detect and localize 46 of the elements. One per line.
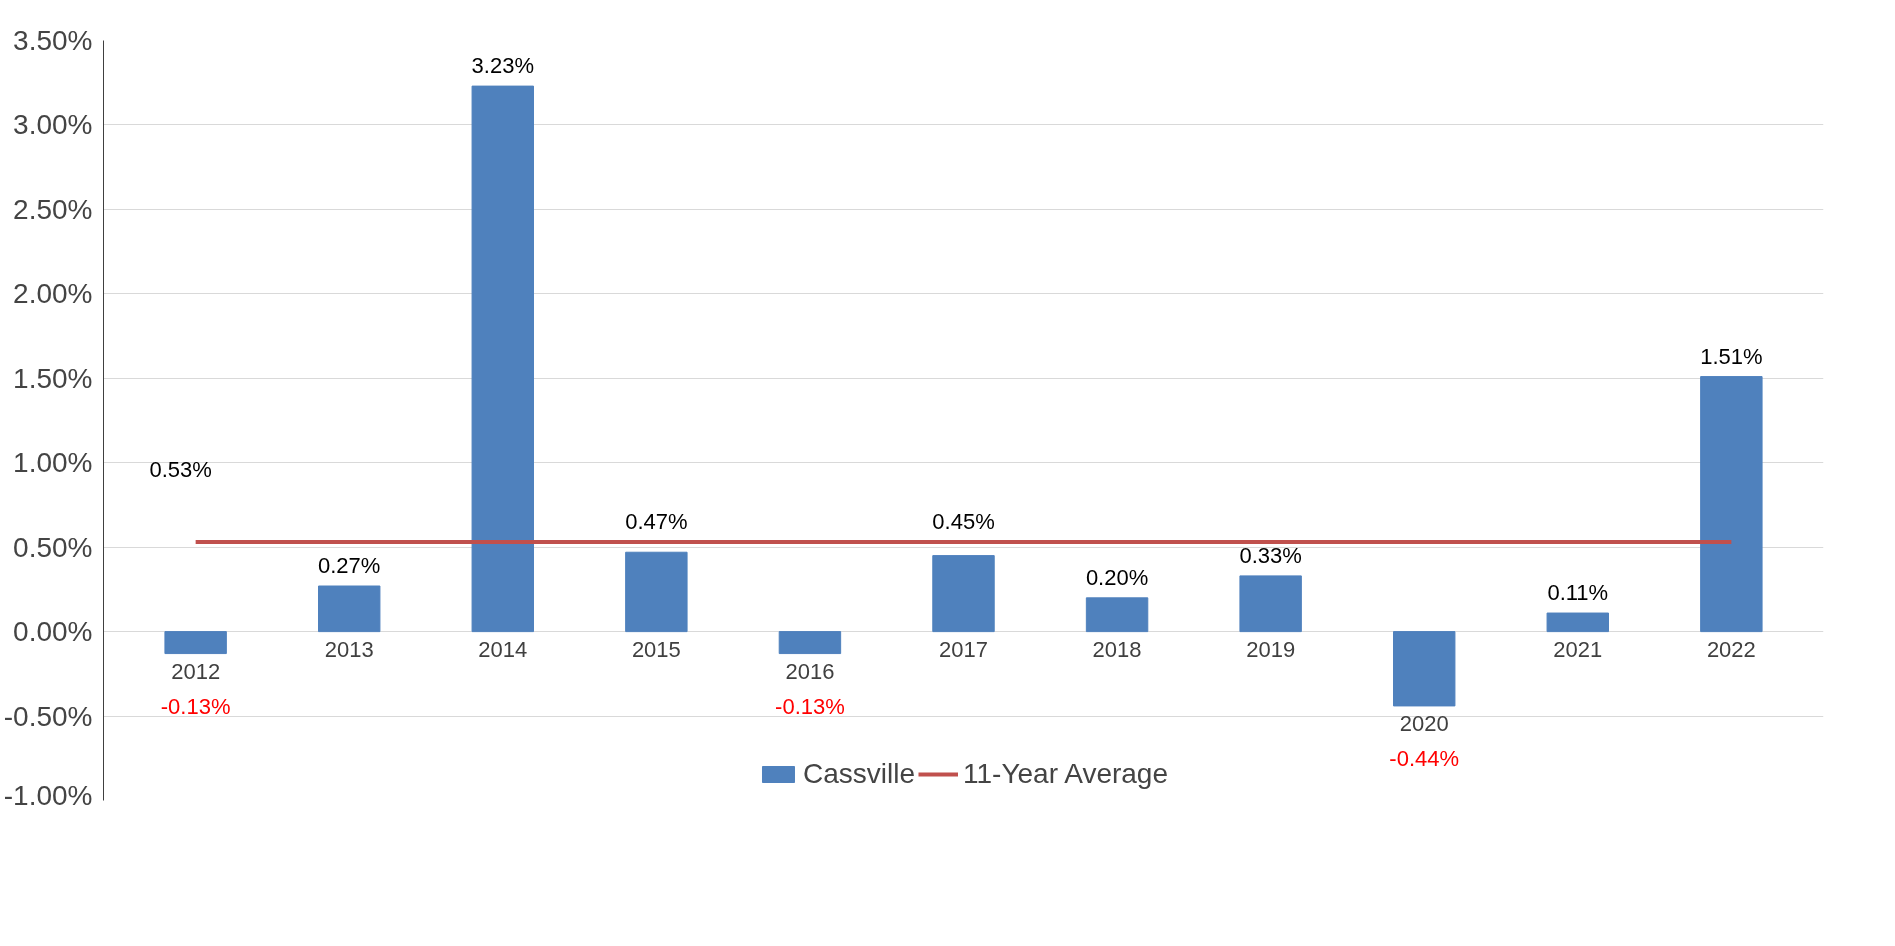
legend-label: Cassville [802, 758, 916, 790]
bar [1239, 575, 1302, 633]
y-tick-label: 0.00% [13, 616, 93, 648]
bar [1393, 631, 1456, 707]
data-label: 0.33% [1239, 542, 1302, 568]
bar [778, 631, 842, 655]
data-label: -0.13% [160, 693, 231, 719]
bar [1085, 597, 1149, 633]
y-tick-label: 0.50% [13, 531, 93, 563]
x-tick-label: 2019 [1246, 636, 1296, 662]
x-tick-label: 2013 [324, 636, 374, 662]
data-label: 0.11% [1547, 580, 1609, 606]
data-label: 0.27% [318, 553, 381, 579]
bar [1700, 376, 1763, 633]
y-tick-label: 2.50% [13, 193, 93, 225]
x-tick-label: 2022 [1706, 636, 1756, 662]
bar [1546, 612, 1609, 633]
x-tick-label: 2014 [478, 636, 528, 662]
y-tick-label: -0.50% [3, 700, 93, 732]
data-label: 0.53% [149, 457, 212, 483]
y-tick-label: 3.00% [13, 109, 93, 141]
bar [625, 551, 688, 633]
data-label: 0.20% [1085, 564, 1149, 590]
x-tick-label: 2018 [1092, 636, 1142, 662]
y-tick-label: 1.50% [13, 362, 93, 394]
x-tick-label: 2020 [1399, 710, 1449, 736]
data-label: 3.23% [471, 53, 534, 79]
x-tick-label: 2012 [171, 658, 221, 684]
y-tick-label: 1.00% [13, 447, 93, 479]
data-label: 0.45% [932, 509, 995, 535]
data-label: -0.44% [1389, 745, 1460, 771]
y-tick-label: -1.00% [3, 779, 93, 811]
bar [932, 555, 995, 633]
legend-label: 11-Year Average [963, 758, 1169, 790]
bar [318, 585, 381, 633]
x-tick-label: 2016 [785, 658, 835, 684]
x-tick-label: 2017 [939, 636, 988, 662]
bar [471, 85, 534, 633]
x-tick-label: 2015 [631, 636, 681, 662]
bar [164, 631, 227, 655]
data-label: 1.51% [1700, 343, 1763, 369]
data-label: -0.13% [775, 693, 845, 719]
x-tick-label: 2021 [1553, 636, 1603, 662]
data-label: 0.47% [625, 509, 688, 535]
y-tick-label: 3.50% [13, 25, 93, 56]
y-tick-label: 2.00% [13, 278, 93, 310]
